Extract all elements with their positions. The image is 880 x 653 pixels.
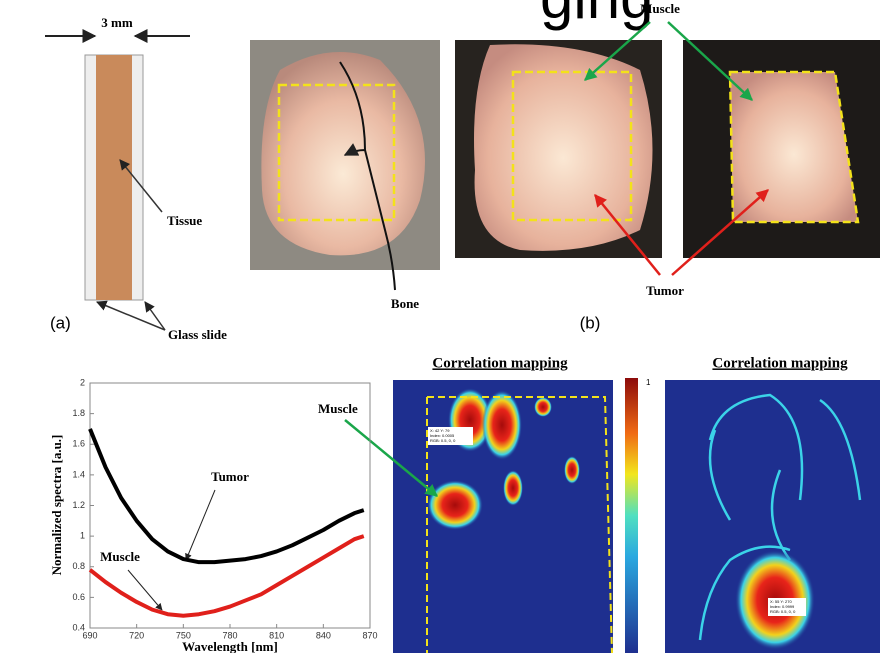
plot-frame bbox=[90, 383, 370, 628]
hot-spot bbox=[427, 480, 483, 530]
y-tick-label: 0.6 bbox=[72, 592, 85, 602]
panel-label: (a) bbox=[50, 313, 71, 332]
x-tick-label: 810 bbox=[269, 630, 284, 640]
x-tick-label: 750 bbox=[176, 630, 191, 640]
figure: ging 3 mm Tissue Glass slide (a) Bone Mu… bbox=[0, 0, 880, 653]
y-tick-label: 1 bbox=[80, 531, 85, 541]
x-tick-label: 870 bbox=[362, 630, 377, 640]
tissue-label: Tissue bbox=[167, 213, 202, 228]
glass-label: Glass slide bbox=[168, 327, 227, 342]
hot-spot bbox=[482, 390, 522, 460]
map-title: Correlation mapping bbox=[432, 355, 568, 371]
colorbar-label: 1 bbox=[646, 378, 651, 387]
hot-spot bbox=[534, 397, 552, 417]
series-annotation: Muscle bbox=[100, 549, 140, 564]
muscle-label: Muscle bbox=[640, 1, 680, 16]
hot-spot bbox=[564, 456, 580, 484]
series-annotation: Tumor bbox=[211, 469, 249, 484]
panel-b: Bone Muscle Tumor (b) bbox=[250, 1, 880, 333]
arrow bbox=[186, 490, 215, 560]
y-tick-label: 1.2 bbox=[72, 500, 85, 510]
y-tick-label: 1.6 bbox=[72, 439, 85, 449]
y-tick-label: 0.8 bbox=[72, 561, 85, 571]
panel-a: 3 mm Tissue Glass slide (a) bbox=[45, 15, 227, 342]
header-fragment: ging bbox=[540, 0, 653, 31]
y-tick-label: 1.4 bbox=[72, 469, 85, 479]
colorbar bbox=[625, 378, 638, 653]
x-tick-label: 840 bbox=[316, 630, 331, 640]
y-tick-label: 2 bbox=[80, 377, 85, 387]
x-axis-label: Wavelength [nm] bbox=[182, 639, 278, 653]
roi bbox=[730, 72, 858, 222]
bone-label: Bone bbox=[391, 296, 419, 311]
panel-label: (b) bbox=[580, 313, 601, 332]
maps: Correlation mapping Correlation mapping … bbox=[318, 355, 880, 653]
series-line bbox=[90, 429, 364, 562]
width-label: 3 mm bbox=[101, 15, 133, 30]
tumor-label: Tumor bbox=[646, 283, 684, 298]
hot-spot bbox=[503, 470, 523, 506]
spectra-chart: Normalized spectra [a.u.] Wavelength [nm… bbox=[49, 377, 378, 653]
cursor-text: RGB: 0.5, 0, 0 bbox=[770, 609, 796, 614]
map-title: Correlation mapping bbox=[712, 355, 848, 371]
muscle-label: Muscle bbox=[318, 401, 358, 416]
x-tick-label: 720 bbox=[129, 630, 144, 640]
cursor-text: RGB: 0.5, 0, 0 bbox=[430, 438, 456, 443]
x-tick-label: 780 bbox=[222, 630, 237, 640]
y-tick-label: 1.8 bbox=[72, 408, 85, 418]
y-axis-label: Normalized spectra [a.u.] bbox=[49, 435, 64, 576]
tissue bbox=[96, 55, 132, 300]
x-tick-label: 690 bbox=[82, 630, 97, 640]
